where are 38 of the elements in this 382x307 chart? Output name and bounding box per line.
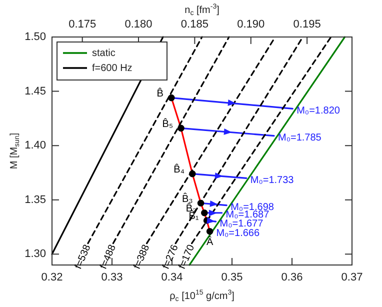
x2-tick-label: 0.195 [293,18,321,30]
annotation: M₀=1.666 [216,228,260,240]
x-tick-label: 0.36 [281,272,303,284]
point [201,209,208,216]
annotation: B̂ [156,86,164,100]
point [189,170,196,178]
x2-tick-label: 0.185 [180,18,208,30]
annotation: M₀=1.733 [250,174,294,186]
y-tick-label: 1.50 [24,31,46,44]
y-tick-label: 1.45 [24,85,46,98]
annotation: f=170 [176,242,198,271]
annotation: M₀=1.687 [226,210,270,221]
x2-tick-label: 0.190 [237,18,265,30]
annotation: f=538 [73,242,94,271]
x-tick-label: 0.34 [161,272,183,284]
annotation: B̂₅ [162,117,174,130]
point [178,124,184,132]
annotation: M₀=1.820 [296,105,340,116]
x2-tick-label: 0.180 [124,18,152,30]
x-tick-label: 0.37 [341,272,363,284]
legend-label: static [92,48,116,59]
x-tick-label: 0.32 [41,272,63,284]
legend-label: f=600 Hz [92,62,132,74]
annotation: M₀=1.785 [278,132,322,144]
annotation: f=488 [98,242,119,271]
x-tick-label: 0.35 [221,272,243,284]
y-tick-label: 1.35 [24,194,46,206]
y-tick-label: 1.40 [24,140,46,152]
annotation: B̂₄ [174,162,184,176]
point [168,94,175,102]
point [206,228,214,235]
annotation: Â [206,236,214,248]
x-tick-label: 0.33 [101,272,123,284]
annotation: f=388 [132,242,152,271]
point [197,200,204,207]
y-tick-label: 1.30 [24,248,46,260]
x2-tick-label: 0.175 [68,18,96,30]
annotation: M₀=1.677 [220,218,264,230]
